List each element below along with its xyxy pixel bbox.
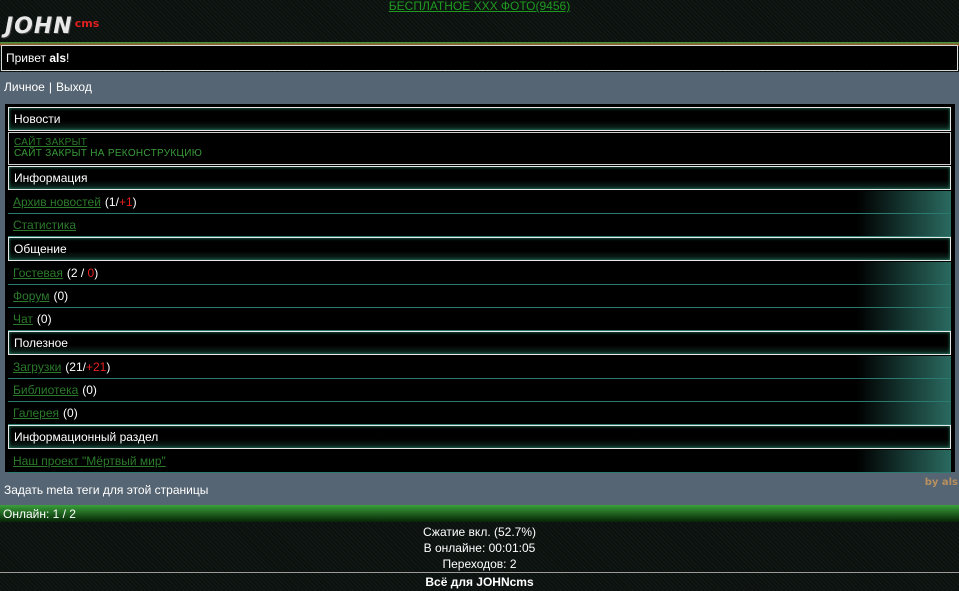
item-link[interactable]: Архив новостей [13,195,101,209]
item-counter: (0) [37,312,52,326]
news-title[interactable]: САЙТ ЗАКРЫТ [14,137,88,148]
menu-item: Загрузки (21/+21) [8,356,951,379]
main-menu: Новости САЙТ ЗАКРЫТ САЙТ ЗАКРЫТ НА РЕКОНСТ… [5,104,955,473]
counter-text: ) [106,360,111,374]
news-block: САЙТ ЗАКРЫТ САЙТ ЗАКРЫТ НА РЕКОНСТРУКЦИЮ [8,132,951,165]
menu-item: Чат (0) [8,308,951,331]
counter-new: 0 [87,266,95,280]
item-link[interactable]: Наш проект "Мёртвый мир" [13,454,166,468]
menu-item: Форум (0) [8,285,951,308]
top-link[interactable]: БЕСПЛАТНОЕ ХХХ ФОТО(9456) [388,0,571,13]
news-text: САЙТ ЗАКРЫТ НА РЕКОНСТРУКЦИЮ [14,148,203,159]
counter-new: +1 [118,195,133,209]
section-header: Информационный раздел [8,425,951,449]
greeting-user: als [49,51,67,65]
logo-main: JOHN [5,14,73,39]
greeting-prefix: Привет [6,51,47,65]
item-link[interactable]: Чат [13,312,33,326]
item-link[interactable]: Форум [13,289,50,303]
item-link[interactable]: Гостевая [13,266,63,280]
section-header: Новости [8,107,951,131]
item-counter: (2 / 0) [67,266,98,280]
menu-item: Гостевая (2 / 0) [8,262,951,285]
counter-text: (1/ [104,195,119,209]
online-count[interactable]: Онлайн: 1 / 2 [3,507,76,521]
section-header: Общение [8,237,951,261]
item-counter: (0) [82,383,97,397]
item-counter: (21/+21) [65,360,110,374]
stat-line: Переходов: 2 [442,557,517,571]
footer-text[interactable]: Всё для JOHNcms [425,575,534,589]
menu-link[interactable]: Выход [55,80,92,94]
counter-text: (21/ [65,360,86,374]
counter-text: (0) [53,289,69,303]
credit: by als [924,477,958,488]
counter-text: ) [94,266,99,280]
menu-item: Статистика [8,214,951,237]
logo-sub: cms [74,17,100,30]
menu-item: Архив новостей (1/+1) [8,191,951,214]
menu-link[interactable]: Личное [4,80,45,94]
section-header: Полезное [8,331,951,355]
greeting-suffix: ! [66,51,70,65]
counter-text: ) [132,195,137,209]
item-counter: (0) [53,289,68,303]
item-link[interactable]: Загрузки [13,360,62,374]
counter-text: (0) [82,383,97,397]
top-banner: БЕСПЛАТНОЕ ХХХ ФОТО(9456) [0,0,959,12]
meta-link[interactable]: Задать meta теги для этой страницы [4,483,209,497]
logo[interactable]: JOHN cms [5,14,99,40]
item-counter: (0) [63,406,78,420]
item-link[interactable]: Галерея [13,406,60,420]
section-header: Информация [8,166,951,190]
stat-line: Сжатие вкл. (52.7%) [422,525,537,539]
online-bar: Онлайн: 1 / 2 [0,505,959,522]
counter-text: (0) [36,312,52,326]
stats: Сжатие вкл. (52.7%) В онлайне: 00:01:05 Пе… [0,524,959,572]
header-bar [0,42,959,46]
counter-new: +21 [85,360,107,374]
user-menu: Личное | Выход [4,80,92,94]
counter-text: (0) [63,406,78,420]
stat-line: В онлайне: 00:01:05 [423,541,536,555]
menu-separator: | [48,80,52,94]
greeting: Привет als! [1,45,958,71]
menu-item: Галерея (0) [8,402,951,425]
item-link[interactable]: Статистика [13,218,77,232]
footer: Всё для JOHNcms [0,572,959,590]
menu-item: Библиотека (0) [8,379,951,402]
item-counter: (1/+1) [105,195,137,209]
item-link[interactable]: Библиотека [13,383,79,397]
menu-item: Наш проект "Мёртвый мир" [8,450,951,473]
counter-text: (2 / [66,266,88,280]
